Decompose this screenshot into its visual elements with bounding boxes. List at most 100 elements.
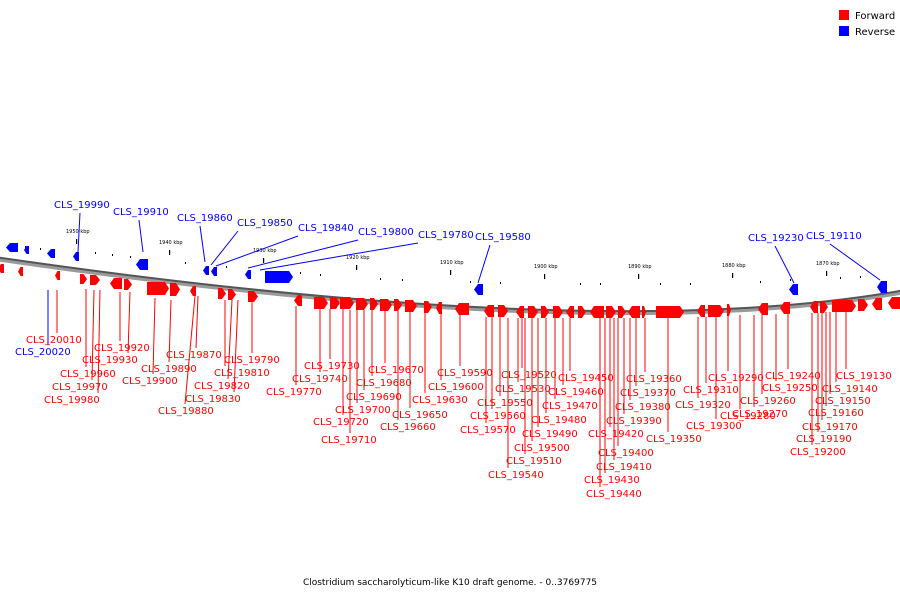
forward-gene-label[interactable]: CLS_19530: [495, 384, 551, 395]
gene-glyph[interactable]: [47, 249, 55, 258]
gene-glyph[interactable]: [832, 300, 856, 312]
gene-glyph[interactable]: [340, 297, 354, 309]
forward-gene-label[interactable]: CLS_19770: [266, 387, 322, 398]
reverse-gene-label[interactable]: CLS_19780: [418, 230, 474, 241]
reverse-gene-label[interactable]: CLS_19840: [298, 223, 354, 234]
forward-gene-label[interactable]: CLS_19240: [765, 371, 821, 382]
forward-gene-label[interactable]: CLS_19500: [514, 443, 570, 454]
forward-gene-label[interactable]: CLS_19960: [60, 369, 116, 380]
gene-glyph[interactable]: [136, 259, 148, 270]
gene-glyph[interactable]: [590, 306, 604, 318]
gene-glyph[interactable]: [190, 286, 196, 296]
forward-gene-label[interactable]: CLS_19460: [548, 387, 604, 398]
gene-glyph[interactable]: [73, 252, 79, 261]
forward-gene-label[interactable]: CLS_19200: [790, 447, 846, 458]
gene-glyph[interactable]: [528, 306, 538, 318]
gene-glyph[interactable]: [606, 306, 616, 318]
forward-gene-label[interactable]: CLS_19710: [321, 435, 377, 446]
gene-glyph[interactable]: [228, 289, 236, 300]
gene-glyph[interactable]: [314, 297, 328, 309]
reverse-gene-label[interactable]: CLS_19110: [806, 231, 862, 242]
gene-glyph[interactable]: [541, 306, 549, 318]
gene-glyph[interactable]: [810, 301, 818, 313]
gene-glyph[interactable]: [858, 299, 868, 311]
gene-glyph[interactable]: [6, 243, 18, 252]
gene-glyph[interactable]: [455, 303, 469, 315]
forward-gene-label[interactable]: CLS_19280: [720, 411, 776, 422]
forward-gene-label[interactable]: CLS_19810: [214, 368, 270, 379]
gene-glyph[interactable]: [780, 302, 790, 314]
forward-gene-label[interactable]: CLS_19350: [646, 434, 702, 445]
forward-gene-label[interactable]: CLS_19680: [356, 378, 412, 389]
gene-glyph[interactable]: [628, 306, 640, 318]
forward-gene-label[interactable]: CLS_19540: [488, 470, 544, 481]
forward-gene-label[interactable]: CLS_19550: [477, 398, 533, 409]
forward-gene-label[interactable]: CLS_19430: [584, 475, 640, 486]
forward-gene-label[interactable]: CLS_19360: [626, 374, 682, 385]
forward-gene-label[interactable]: CLS_19140: [822, 384, 878, 395]
gene-glyph[interactable]: [566, 306, 574, 318]
forward-gene-label[interactable]: CLS_19390: [606, 416, 662, 427]
forward-gene-label[interactable]: CLS_19970: [52, 382, 108, 393]
forward-gene-label[interactable]: CLS_19590: [437, 368, 493, 379]
gene-glyph[interactable]: [789, 284, 798, 295]
gene-glyph[interactable]: [248, 291, 258, 302]
forward-gene-label[interactable]: CLS_19320: [675, 400, 731, 411]
gene-glyph[interactable]: [498, 305, 508, 317]
gene-glyph[interactable]: [80, 274, 87, 284]
forward-gene-label[interactable]: CLS_19830: [185, 394, 241, 405]
forward-gene-label[interactable]: CLS_19690: [346, 392, 402, 403]
gene-glyph[interactable]: [578, 306, 586, 318]
forward-gene-label[interactable]: CLS_19930: [82, 355, 138, 366]
forward-gene-label[interactable]: CLS_19190: [796, 434, 852, 445]
gene-glyph[interactable]: [727, 304, 731, 316]
gene-glyph[interactable]: [708, 305, 724, 317]
forward-gene-label[interactable]: CLS_19720: [313, 417, 369, 428]
gene-glyph[interactable]: [618, 306, 626, 318]
forward-gene-label[interactable]: CLS_19920: [94, 343, 150, 354]
forward-gene-label[interactable]: CLS_19170: [802, 422, 858, 433]
reverse-gene-label[interactable]: CLS_19230: [748, 233, 804, 244]
reverse-gene-label[interactable]: CLS_19580: [475, 232, 531, 243]
gene-glyph[interactable]: [553, 306, 563, 318]
gene-glyph[interactable]: [170, 283, 180, 296]
gene-glyph[interactable]: [642, 306, 646, 318]
forward-gene-label[interactable]: CLS_19790: [224, 355, 280, 366]
forward-gene-label[interactable]: CLS_19370: [620, 388, 676, 399]
gene-glyph[interactable]: [436, 302, 442, 314]
forward-gene-label[interactable]: CLS_19150: [815, 396, 871, 407]
gene-glyph[interactable]: [218, 288, 226, 299]
gene-glyph[interactable]: [245, 270, 251, 279]
forward-gene-label[interactable]: CLS_19270: [732, 409, 788, 420]
forward-gene-label[interactable]: CLS_19410: [596, 462, 652, 473]
forward-gene-label[interactable]: CLS_19670: [368, 365, 424, 376]
gene-glyph[interactable]: [484, 305, 494, 317]
forward-gene-label[interactable]: CLS_19420: [588, 429, 644, 440]
forward-gene-label[interactable]: CLS_19820: [194, 381, 250, 392]
gene-glyph[interactable]: [356, 298, 368, 310]
gene-glyph[interactable]: [211, 267, 217, 276]
forward-gene-label[interactable]: CLS_19250: [762, 383, 818, 394]
gene-glyph[interactable]: [0, 264, 4, 273]
gene-glyph[interactable]: [55, 271, 60, 280]
reverse-gene-label[interactable]: CLS_19990: [54, 200, 110, 211]
forward-gene-label[interactable]: CLS_19490: [522, 429, 578, 440]
forward-gene-label[interactable]: CLS_19300: [686, 421, 742, 432]
gene-glyph[interactable]: [405, 300, 417, 312]
gene-glyph[interactable]: [656, 306, 684, 318]
reverse-gene-label[interactable]: CLS_19860: [177, 213, 233, 224]
gene-glyph[interactable]: [394, 299, 402, 311]
reverse-gene-label[interactable]: CLS_19910: [113, 207, 169, 218]
forward-gene-label[interactable]: CLS_19380: [615, 402, 671, 413]
forward-gene-label[interactable]: CLS_19730: [304, 361, 360, 372]
forward-gene-label[interactable]: CLS_19560: [470, 411, 526, 422]
gene-glyph[interactable]: [90, 275, 100, 285]
forward-gene-label[interactable]: CLS_19440: [586, 489, 642, 500]
gene-glyph[interactable]: [820, 301, 828, 313]
gene-glyph[interactable]: [424, 301, 432, 313]
gene-glyph[interactable]: [697, 305, 705, 317]
forward-gene-label[interactable]: CLS_19870: [166, 350, 222, 361]
forward-gene-label[interactable]: CLS_19400: [598, 448, 654, 459]
forward-gene-label[interactable]: CLS_19650: [392, 410, 448, 421]
forward-gene-label[interactable]: CLS_19980: [44, 395, 100, 406]
